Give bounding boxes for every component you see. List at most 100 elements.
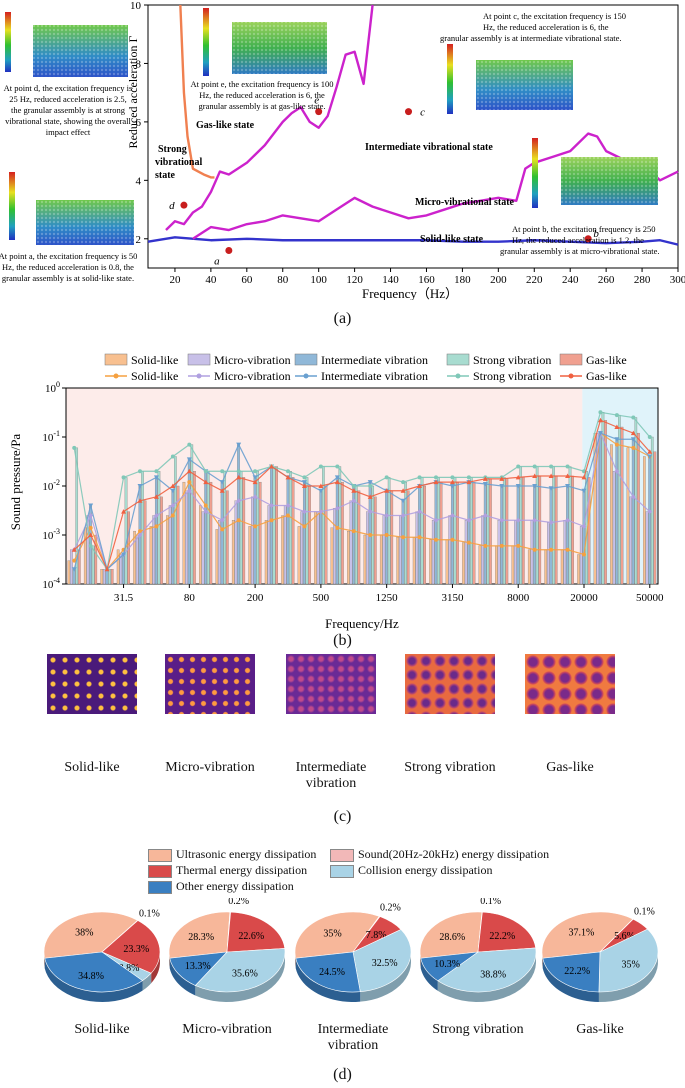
- b-bar: [439, 481, 443, 585]
- a-x-tick-label: 160: [418, 274, 435, 286]
- b-bar: [366, 511, 369, 585]
- b-marker: [434, 475, 438, 480]
- b-bar: [626, 447, 630, 585]
- b-marker: [154, 524, 159, 529]
- b-bar: [571, 475, 574, 585]
- pie-value-label: 37.1%: [569, 928, 595, 939]
- b-bar: [478, 545, 482, 585]
- a-x-tick-label: 180: [454, 274, 471, 286]
- b-series-line: [73, 431, 651, 571]
- b-marker: [597, 431, 603, 436]
- b-marker: [631, 415, 636, 420]
- b-marker: [72, 445, 77, 450]
- b-bar: [220, 481, 224, 585]
- legend-thermal: Thermal energy dissipation: [148, 862, 307, 878]
- b-bar: [563, 520, 567, 585]
- b-bar: [239, 471, 243, 585]
- b-bar: [533, 485, 536, 585]
- b-marker: [647, 454, 653, 459]
- b-marker: [400, 513, 406, 519]
- a-x-tick-label: 20: [169, 274, 181, 286]
- a-point-e: [315, 108, 323, 116]
- b-marker: [515, 517, 521, 523]
- b-marker: [153, 475, 159, 480]
- svg-text:vibrational state, showing the: vibrational state, showing the overall: [5, 116, 131, 126]
- b-marker: [401, 480, 406, 485]
- b-marker: [368, 484, 373, 488]
- b-bar: [522, 477, 525, 585]
- b-bar: [275, 466, 278, 585]
- b-bar: [305, 477, 309, 585]
- strong-state-label-2: vibrational: [155, 157, 202, 168]
- d-label-solid: Solid-like: [74, 1022, 130, 1037]
- b-marker: [647, 435, 652, 439]
- b-bar: [135, 534, 139, 585]
- a-point-label-a: a: [214, 255, 220, 267]
- b-marker: [137, 498, 143, 503]
- b-marker: [647, 509, 653, 515]
- b-marker: [647, 449, 653, 454]
- d-label-gas: Gas-like: [576, 1022, 624, 1037]
- b-marker: [631, 445, 636, 450]
- legend-ultrasonic: Ultrasonic energy dissipation: [148, 846, 316, 862]
- micro-image-strong: [405, 654, 495, 714]
- solid-state-label: Solid-like state: [420, 234, 484, 245]
- b-x-tick-label: 200: [247, 592, 264, 604]
- b-marker: [170, 454, 175, 459]
- b-bar: [349, 500, 353, 585]
- a-x-tick-label: 40: [205, 274, 217, 286]
- b-marker: [367, 494, 373, 499]
- b-bar: [620, 426, 624, 585]
- b-marker: [138, 529, 142, 534]
- b-marker: [532, 484, 538, 489]
- b-marker: [532, 473, 538, 478]
- a-point-label-d: d: [169, 200, 175, 212]
- b-marker: [104, 566, 110, 572]
- b-marker: [286, 469, 290, 474]
- b-bar: [204, 471, 207, 585]
- b-bar: [226, 490, 229, 585]
- b-bar: [420, 477, 424, 585]
- b-legend-line-marker: [196, 373, 202, 379]
- b-bar: [579, 526, 583, 585]
- b-marker: [630, 494, 636, 500]
- b-y-tick-label: 10-1: [42, 429, 60, 444]
- a-y-label: Reduced acceleration Γ: [126, 36, 140, 149]
- b-marker: [515, 484, 521, 489]
- pie-value-label: 35%: [323, 929, 341, 940]
- b-marker: [532, 517, 538, 523]
- b-marker: [335, 525, 340, 530]
- b-marker: [203, 469, 208, 474]
- b-marker: [88, 532, 94, 537]
- micro-image-intermediate: [286, 654, 376, 714]
- b-bar: [253, 477, 257, 585]
- strong-state-label-3: state: [155, 170, 176, 181]
- b-marker: [252, 494, 258, 500]
- b-marker: [400, 488, 406, 493]
- b-bar: [467, 481, 471, 585]
- b-series-line: [73, 411, 651, 571]
- b-marker: [71, 547, 77, 552]
- b-bar: [291, 477, 295, 585]
- b-marker: [548, 519, 554, 525]
- b-marker: [351, 484, 356, 488]
- b-bar: [511, 545, 515, 585]
- c-label-gas: Gas-like: [546, 760, 594, 775]
- b-bar: [187, 459, 191, 585]
- micro-image-gas: [525, 654, 615, 714]
- b-bar: [650, 436, 654, 585]
- pie-value-label: 0.2%: [380, 902, 401, 913]
- pie-slice: [226, 911, 286, 953]
- b-marker: [335, 464, 340, 469]
- b-bar: [322, 466, 325, 585]
- b-marker: [302, 475, 307, 480]
- b-marker: [614, 424, 620, 429]
- b-marker: [417, 483, 423, 488]
- b-bar: [631, 439, 635, 585]
- pie-value-label: 5.6%: [614, 931, 635, 942]
- b-marker: [301, 509, 307, 515]
- b-bar: [489, 478, 492, 585]
- b-legend-line-marker: [568, 373, 574, 379]
- b-bar: [445, 539, 449, 585]
- b-marker: [186, 488, 192, 494]
